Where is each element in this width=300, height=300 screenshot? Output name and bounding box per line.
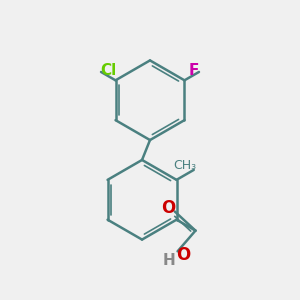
- Text: F: F: [188, 63, 199, 78]
- Text: H: H: [162, 253, 175, 268]
- Text: O: O: [176, 246, 190, 264]
- Text: O: O: [161, 199, 176, 217]
- Text: CH₃: CH₃: [173, 159, 196, 172]
- Text: Cl: Cl: [100, 63, 116, 78]
